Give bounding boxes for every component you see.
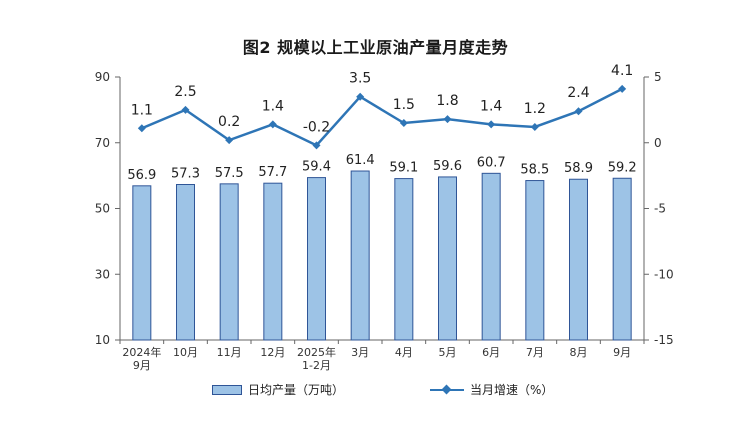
line-marker <box>181 105 190 114</box>
line-value-label: 1.1 <box>131 102 153 118</box>
line-marker <box>487 120 496 129</box>
bar <box>132 185 152 341</box>
bar <box>569 178 588 341</box>
bar-value-label: 61.4 <box>346 153 375 168</box>
legend-line-swatch <box>430 384 464 395</box>
x-tick-label: 1-2月 <box>302 359 331 372</box>
x-tick-label: 9月 <box>613 346 631 359</box>
x-tick-label: 7月 <box>526 346 544 359</box>
chart-title: 图2 规模以上工业原油产量月度走势 <box>242 38 509 57</box>
line-value-label: 1.2 <box>524 101 546 117</box>
x-tick-label: 9月 <box>133 359 151 372</box>
legend-item-bar: 日均产量（万吨） <box>212 381 344 398</box>
x-tick-label: 10月 <box>173 346 198 359</box>
line-marker <box>399 119 408 128</box>
legend-line-label: 当月增速（%） <box>470 383 554 397</box>
line-value-label: 2.5 <box>174 84 196 100</box>
legend-item-line: 当月增速（%） <box>430 381 553 398</box>
y-left-tick-label: 70 <box>95 136 110 150</box>
x-tick-label: 6月 <box>482 346 500 359</box>
bar-value-label: 59.1 <box>389 161 418 176</box>
bar <box>307 177 326 341</box>
y-right-tick-label: 5 <box>654 70 662 84</box>
line-marker <box>618 84 627 93</box>
line-value-label: 2.4 <box>567 85 589 101</box>
bar-value-label: 57.3 <box>171 167 200 182</box>
x-tick-label: 2025年 <box>297 345 336 359</box>
bar <box>481 172 501 341</box>
line-value-label: -0.2 <box>303 119 330 135</box>
line-marker <box>356 92 365 101</box>
bar <box>350 170 370 341</box>
line-marker <box>137 124 146 133</box>
legend: 日均产量（万吨） 当月增速（%） <box>0 381 751 399</box>
legend-bar-swatch <box>212 384 242 395</box>
line-marker <box>312 141 321 150</box>
x-tick-label: 11月 <box>217 346 242 359</box>
y-left-tick-label: 30 <box>95 267 110 281</box>
x-tick-label: 12月 <box>260 346 285 359</box>
bar-value-label: 58.9 <box>564 161 593 176</box>
line-value-label: 4.1 <box>611 63 633 79</box>
bar-value-label: 59.6 <box>433 159 462 174</box>
bar-value-label: 58.5 <box>520 163 549 178</box>
y-right-tick-label: -5 <box>654 202 666 216</box>
bar <box>438 176 457 341</box>
line-value-label: 1.4 <box>262 98 284 114</box>
line-marker <box>574 107 583 116</box>
x-tick-label: 8月 <box>570 346 588 359</box>
y-right-tick-label: -15 <box>654 333 674 347</box>
bar-value-label: 59.2 <box>608 160 637 175</box>
y-right-tick-label: -10 <box>654 267 674 281</box>
growth-line <box>141 87 623 147</box>
bar <box>263 182 283 341</box>
line-value-label: 3.5 <box>349 71 371 87</box>
bar <box>394 178 414 341</box>
y-left-tick-label: 90 <box>95 70 110 84</box>
y-left-tick-label: 10 <box>95 333 110 347</box>
x-tick-label: 2024年 <box>122 345 161 359</box>
line-value-label: 1.4 <box>480 98 502 114</box>
bar <box>612 177 632 341</box>
y-right-tick-label: 0 <box>654 136 662 150</box>
bar-value-label: 57.5 <box>215 166 244 181</box>
bar-value-label: 56.9 <box>127 168 156 183</box>
bar <box>176 184 195 341</box>
line-value-label: 0.2 <box>218 114 240 130</box>
x-tick-label: 4月 <box>395 346 413 359</box>
line-marker <box>268 120 277 129</box>
line-value-label: 1.8 <box>436 93 458 109</box>
x-tick-label: 5月 <box>439 346 457 359</box>
bar-value-label: 60.7 <box>477 155 506 170</box>
bar <box>525 180 545 341</box>
legend-bar-label: 日均产量（万吨） <box>248 383 345 397</box>
bar-value-label: 59.4 <box>302 160 331 175</box>
bar-value-label: 57.7 <box>258 165 287 180</box>
line-marker <box>225 136 234 145</box>
y-left-tick-label: 50 <box>95 202 110 216</box>
bar <box>219 183 239 341</box>
line-marker <box>443 115 452 124</box>
line-value-label: 1.5 <box>393 97 415 113</box>
x-tick-label: 3月 <box>351 346 369 359</box>
line-marker <box>530 122 539 131</box>
